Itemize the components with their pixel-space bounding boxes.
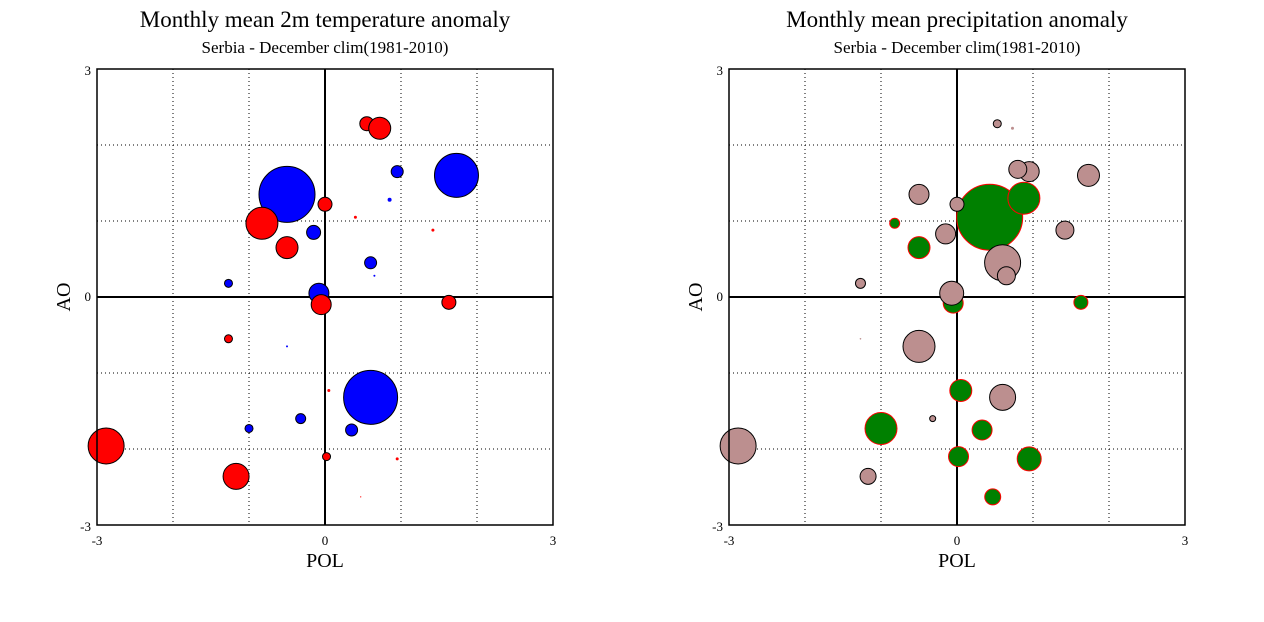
data-point-positive [327,388,331,392]
y-tick-label: 3 [85,63,92,78]
data-point-negative [996,266,1016,286]
data-point-positive [322,452,332,462]
data-point-negative [223,278,233,288]
data-point-negative [364,256,378,270]
data-point-positive [87,427,125,465]
data-point-positive [949,378,973,402]
data-point-negative [992,119,1002,129]
x-tick-label: -3 [724,533,735,548]
data-point-negative [345,423,359,437]
data-point-negative [854,277,866,289]
x-axis-label: POL [306,550,344,572]
x-tick-label: 0 [322,533,329,548]
chart-title: Monthly mean precipitation anomaly [786,7,1128,32]
data-points [719,119,1100,506]
y-tick-label: 3 [717,63,724,78]
data-point-negative [295,413,307,425]
data-point-positive [907,236,931,260]
data-point-positive [441,294,457,310]
y-axis-label: AO [685,283,707,312]
data-point-negative [343,369,399,425]
y-tick-label: -3 [712,519,723,534]
data-point-negative [1010,126,1014,130]
data-point-negative [939,280,965,306]
data-point-positive [222,462,250,490]
data-point-positive [1016,446,1042,472]
y-tick-label: -3 [80,519,91,534]
data-point-positive [431,228,435,232]
chart-title: Monthly mean 2m temperature anomaly [140,7,511,32]
data-point-negative [433,152,479,198]
data-point-negative [859,338,862,340]
chart-subtitle: Serbia - December clim(1981-2010) [202,38,449,57]
data-point-positive [245,206,279,240]
y-tick-label: 0 [85,289,92,304]
data-point-positive [889,217,901,229]
x-tick-label: -3 [92,533,103,548]
data-point-negative [387,197,392,202]
x-tick-label: 3 [550,533,557,548]
data-point-positive [1073,294,1089,310]
x-tick-label: 3 [1182,533,1189,548]
plot-frame [728,68,1186,526]
chart-subtitle: Serbia - December clim(1981-2010) [834,38,1081,57]
y-tick-label: 0 [717,289,724,304]
precipitation-panel: Monthly mean precipitation anomaly Serbi… [685,7,1188,572]
data-point-positive [317,196,333,212]
data-point-negative [935,223,957,245]
data-point-negative [949,196,965,212]
data-point-negative [902,329,936,363]
data-point-negative [306,224,322,240]
data-point-negative [929,415,937,423]
data-point-positive [223,334,233,344]
data-point-positive [395,457,399,461]
plot-frame [96,68,554,526]
data-point-negative [286,345,288,348]
data-point-positive [353,215,357,219]
data-point-positive [360,496,362,498]
y-axis-label: AO [53,283,75,312]
data-point-negative [859,467,877,485]
data-point-negative [1055,220,1075,240]
temperature-panel: Monthly mean 2m temperature anomaly Serb… [53,7,556,572]
data-point-negative [258,165,316,223]
data-point-negative [1008,159,1028,179]
data-point-negative [390,165,404,179]
data-point-negative [1076,163,1100,187]
data-point-negative [719,427,757,465]
data-point-positive [984,488,1002,506]
data-point-positive [310,294,332,316]
x-axis-label: POL [938,550,976,572]
data-point-positive [1007,181,1041,215]
data-point-positive [971,419,993,441]
data-point-positive [864,411,898,445]
data-point-negative [244,423,254,433]
data-point-negative [373,274,376,277]
data-point-positive [948,446,970,468]
data-point-positive [368,116,392,140]
x-tick-label: 0 [954,533,961,548]
data-point-positive [275,236,299,260]
data-point-negative [989,383,1017,411]
data-point-negative [908,183,930,205]
